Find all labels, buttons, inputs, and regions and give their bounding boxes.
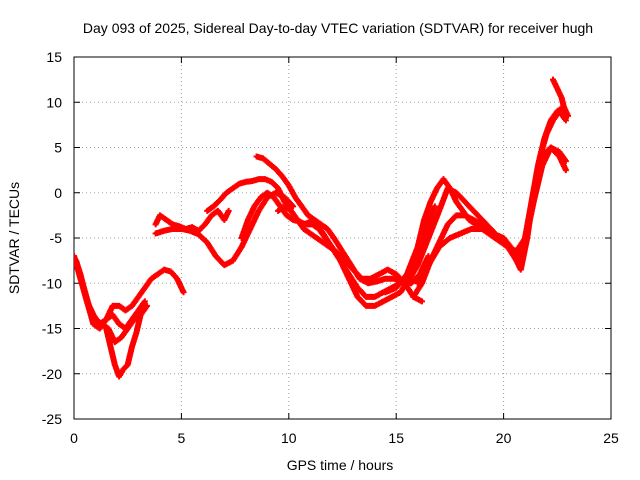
y-axis-label: SDTVAR / TECUs xyxy=(6,182,22,294)
x-tick-label: 20 xyxy=(496,430,512,446)
data-point xyxy=(137,311,144,318)
chart-title: Day 093 of 2025, Sidereal Day-to-day VTE… xyxy=(83,20,593,36)
grid xyxy=(74,57,611,419)
y-tick-label: 15 xyxy=(46,49,62,65)
data-series xyxy=(410,144,569,300)
data-point xyxy=(74,253,77,260)
x-tick-label: 15 xyxy=(388,430,404,446)
y-tick-label: -15 xyxy=(42,321,62,337)
y-tick-label: -25 xyxy=(42,411,62,427)
y-tick-label: 0 xyxy=(54,185,62,201)
y-tick-label: -10 xyxy=(42,275,62,291)
x-tick-label: 5 xyxy=(178,430,186,446)
data-point xyxy=(562,112,569,119)
y-tick-label: 5 xyxy=(54,140,62,156)
x-axis-label: GPS time / hours xyxy=(287,457,394,473)
y-tick-label: -20 xyxy=(42,366,62,382)
data-series xyxy=(74,253,187,332)
data-series xyxy=(382,108,569,296)
y-tick-label: -5 xyxy=(50,230,63,246)
axis-ticks: 0 5 10 15 20 25 -25 -20 -15 -10 -5 0 5 10 15 xyxy=(42,49,619,446)
x-tick-label: 10 xyxy=(281,430,297,446)
data-point xyxy=(418,298,425,305)
data-point xyxy=(225,207,232,214)
data-point xyxy=(562,167,569,174)
data-point xyxy=(141,298,148,305)
y-tick-label: 10 xyxy=(46,94,62,110)
data-point xyxy=(144,302,151,309)
data-series xyxy=(103,311,144,380)
x-tick-label: 25 xyxy=(603,430,619,446)
data-layer xyxy=(74,76,572,380)
x-tick-label: 0 xyxy=(70,430,78,446)
data-point xyxy=(180,289,187,296)
data-series xyxy=(550,76,569,119)
data-point xyxy=(431,203,438,210)
data-series xyxy=(275,203,425,305)
